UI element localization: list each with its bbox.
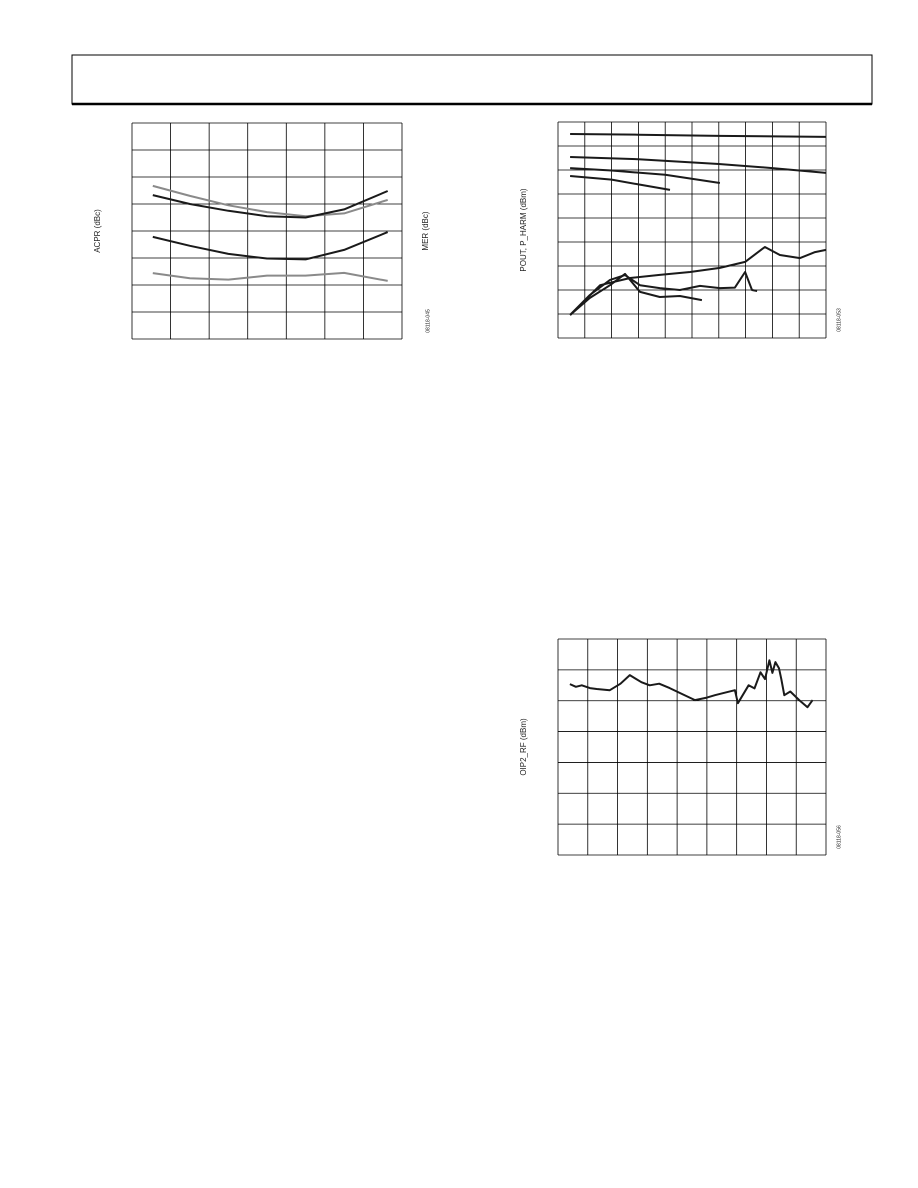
series-line — [570, 175, 671, 191]
y2-axis-label: MER (dBc) — [421, 211, 430, 250]
y-axis-label: ACPR (dBc) — [93, 209, 102, 253]
y-axis-label: POUT, P_HARM (dBm) — [519, 188, 528, 271]
series-line — [569, 272, 703, 316]
figure-id: 08118-053 — [836, 308, 842, 332]
series-line — [569, 659, 814, 709]
figure-id: 08118-045 — [425, 309, 431, 333]
series-line — [570, 133, 827, 138]
series-line — [152, 190, 389, 219]
series-line — [152, 271, 388, 282]
series-line — [569, 246, 827, 316]
series-line — [569, 271, 758, 316]
series-line — [152, 184, 388, 218]
figure-id: 08118-056 — [836, 825, 842, 849]
header-box — [71, 54, 873, 105]
y-axis-label: OIP2_RF (dBm) — [519, 718, 528, 776]
series-line — [570, 167, 721, 184]
series-line — [570, 156, 827, 174]
series-line — [152, 231, 389, 261]
